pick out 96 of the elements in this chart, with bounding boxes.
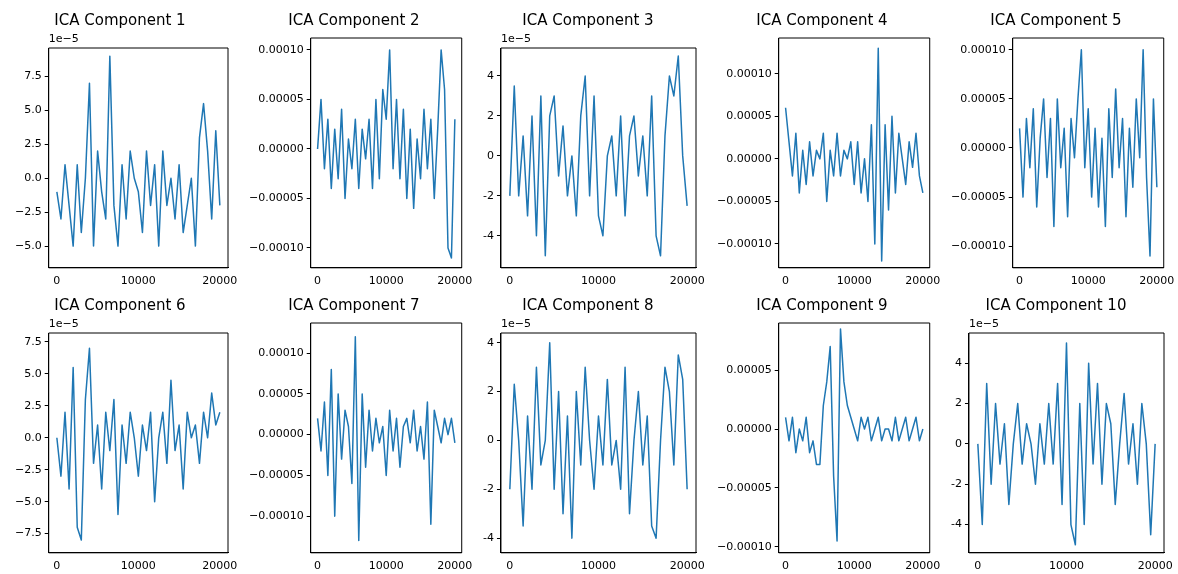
y-tick-label: 5.0 — [24, 103, 42, 117]
x-tick-label: 20000 — [669, 274, 705, 288]
x-tick-label: 10000 — [368, 274, 404, 288]
x-tick-label: 0 — [53, 274, 61, 288]
chart-title: ICA Component 10 — [985, 295, 1127, 314]
y-tick-label: 0.00010 — [960, 42, 1006, 56]
chart-title: ICA Component 4 — [756, 10, 888, 29]
y-tick-label: 7.5 — [24, 69, 42, 83]
y-tick-label: −0.00010 — [716, 236, 772, 250]
y-tick-label: −0.00005 — [716, 194, 772, 208]
y-tick-label: 0.00010 — [726, 66, 772, 80]
y-tick-label: −0.00010 — [950, 239, 1006, 253]
x-tick-label: 10000 — [368, 559, 404, 573]
y-tick-label: −5.0 — [14, 494, 42, 508]
y-tick-label: −2.5 — [14, 205, 42, 219]
x-tick-label: 10000 — [580, 274, 616, 288]
text: 1e−5 — [48, 32, 79, 46]
x-tick-label: 10000 — [1070, 274, 1106, 288]
y-tick-label: −0.00005 — [716, 480, 772, 494]
y-tick-label: 2 — [486, 384, 494, 398]
x-tick-label: 10000 — [1048, 559, 1084, 573]
chart-title: ICA Component 5 — [990, 10, 1122, 29]
chart-title: ICA Component 1 — [54, 10, 186, 29]
y-tick-label: −7.5 — [14, 526, 42, 540]
y-tick-label: 0.00000 — [258, 141, 304, 155]
text: 1e−5 — [48, 317, 79, 331]
y-tick-label: 0 — [486, 148, 494, 162]
y-tick-label: −0.00010 — [248, 240, 304, 254]
chart-title: ICA Component 7 — [288, 295, 420, 314]
y-tick-label: 2 — [954, 396, 962, 410]
y-tick-label: 2 — [486, 108, 494, 122]
y-tick-label: -4 — [483, 228, 494, 242]
x-tick-label: 0 — [782, 559, 790, 573]
x-tick-label: 10000 — [836, 559, 872, 573]
x-tick-label: 20000 — [437, 274, 473, 288]
y-tick-label: 0.0 — [24, 171, 42, 185]
x-tick-label: 20000 — [1137, 559, 1173, 573]
x-tick-label: 20000 — [905, 274, 941, 288]
x-tick-label: 0 — [314, 274, 322, 288]
y-tick-label: 2.5 — [24, 137, 42, 151]
x-tick-label: 10000 — [120, 274, 156, 288]
x-tick-label: 20000 — [437, 559, 473, 573]
x-tick-label: 0 — [1016, 274, 1024, 288]
chart-title: ICA Component 3 — [522, 10, 654, 29]
x-tick-label: 10000 — [120, 559, 156, 573]
y-tick-label: −0.00010 — [716, 539, 772, 553]
y-tick-label: −0.00005 — [248, 468, 304, 482]
x-tick-label: 0 — [506, 559, 514, 573]
y-tick-label: 0 — [954, 436, 962, 450]
x-tick-label: 0 — [506, 274, 514, 288]
text: 1e−5 — [968, 317, 999, 331]
y-tick-label: -4 — [483, 531, 494, 545]
y-tick-label: 0.00010 — [258, 346, 304, 360]
y-tick-label: 0.0 — [24, 430, 42, 444]
y-tick-label: 0.00005 — [726, 109, 772, 123]
y-tick-label: 4 — [954, 356, 962, 370]
y-tick-label: -2 — [483, 482, 494, 496]
x-tick-label: 0 — [782, 274, 790, 288]
x-tick-label: 20000 — [1139, 274, 1175, 288]
x-tick-label: 10000 — [836, 274, 872, 288]
x-tick-label: 10000 — [580, 559, 616, 573]
y-tick-label: 2.5 — [24, 398, 42, 412]
y-tick-label: 7.5 — [24, 334, 42, 348]
y-tick-label: 0.00010 — [258, 42, 304, 56]
y-tick-label: 0 — [486, 433, 494, 447]
y-tick-label: 0.00000 — [258, 427, 304, 441]
y-tick-label: 0.00005 — [960, 91, 1006, 105]
chart-title: ICA Component 9 — [756, 295, 888, 314]
chart-title: ICA Component 2 — [288, 10, 420, 29]
y-tick-label: 0.00005 — [726, 363, 772, 376]
chart-title: ICA Component 8 — [522, 295, 654, 314]
y-tick-label: −5.0 — [14, 238, 42, 252]
text: 1e−5 — [500, 317, 531, 331]
x-tick-label: 20000 — [202, 274, 238, 288]
chart-title: ICA Component 6 — [54, 295, 186, 314]
x-tick-label: 20000 — [202, 559, 238, 573]
text: 1e−5 — [500, 32, 531, 46]
y-tick-label: −0.00010 — [248, 508, 304, 522]
y-tick-label: 5.0 — [24, 366, 42, 380]
y-tick-label: −0.00005 — [950, 189, 1006, 203]
x-tick-label: 0 — [314, 559, 322, 573]
y-tick-label: 4 — [486, 68, 494, 82]
x-tick-label: 0 — [53, 559, 61, 573]
y-tick-label: 0.00000 — [726, 421, 772, 435]
y-tick-label: −2.5 — [14, 462, 42, 476]
y-tick-label: -2 — [483, 188, 494, 202]
x-tick-label: 20000 — [905, 559, 941, 573]
x-tick-label: 20000 — [669, 559, 705, 573]
y-tick-label: -2 — [951, 477, 962, 491]
y-tick-label: 0.00005 — [258, 92, 304, 106]
y-tick-label: -4 — [951, 517, 962, 531]
y-tick-label: 4 — [486, 335, 494, 349]
y-tick-label: 0.00000 — [726, 151, 772, 165]
y-tick-label: 0.00005 — [258, 386, 304, 400]
y-tick-label: −0.00005 — [248, 191, 304, 205]
y-tick-label: 0.00000 — [960, 140, 1006, 154]
